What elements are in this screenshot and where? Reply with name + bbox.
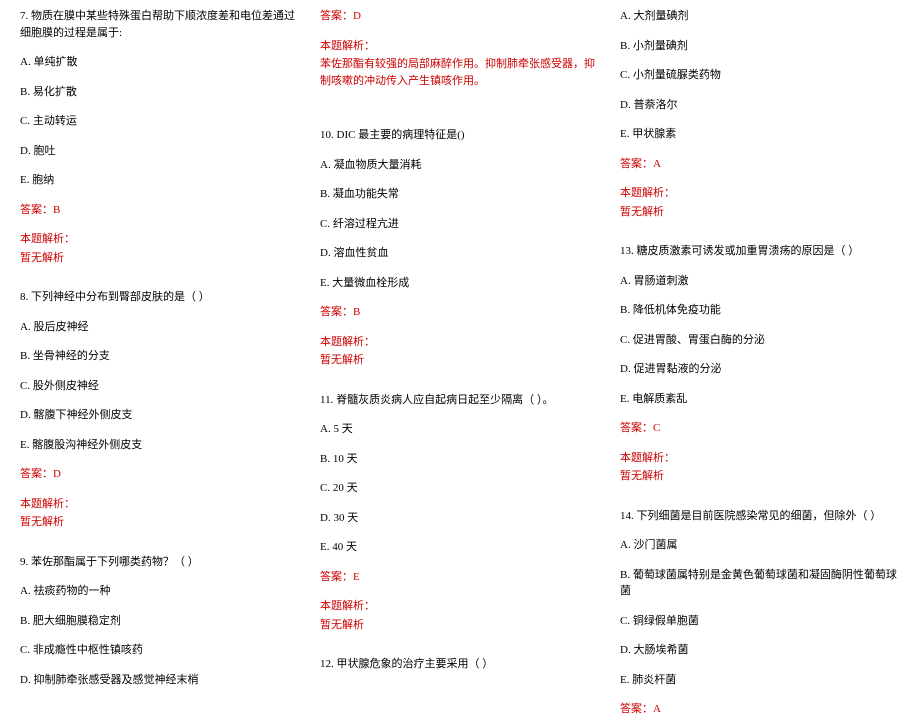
q13-analysis: 本题解析： [620, 450, 900, 467]
q9-analysis: 本题解析： [320, 38, 600, 55]
q8-option-d: D. 髂腹下神经外侧皮支 [20, 407, 300, 424]
q9-option-b: B. 肥大细胞膜稳定剂 [20, 613, 300, 630]
q9-option-c: C. 非成瘾性中枢性镇咳药 [20, 642, 300, 659]
q8-analysis: 本题解析： [20, 496, 300, 513]
q10-option-e: E. 大量微血栓形成 [320, 275, 600, 292]
q14-option-a: A. 沙门菌属 [620, 537, 900, 554]
q11-analysis: 本题解析： [320, 598, 600, 615]
q8-option-b: B. 坐骨神经的分支 [20, 348, 300, 365]
q11-option-a: A. 5 天 [320, 421, 600, 438]
q11-option-c: C. 20 天 [320, 480, 600, 497]
q13-option-c: C. 促进胃酸、胃蛋白酶的分泌 [620, 332, 900, 349]
q14-option-e: E. 肺炎杆菌 [620, 672, 900, 689]
q12-answer: 答案：A [620, 156, 900, 173]
q10-option-a: A. 凝血物质大量消耗 [320, 157, 600, 174]
q12-option-b: B. 小剂量碘剂 [620, 38, 900, 55]
q7-analysis-text: 暂无解析 [20, 250, 300, 267]
q11-option-d: D. 30 天 [320, 510, 600, 527]
q13-option-b: B. 降低机体免疫功能 [620, 302, 900, 319]
q13-stem: 13. 糖皮质激素可诱发或加重胃溃疡的原因是（ ） [620, 243, 900, 260]
q7-option-a: A. 单纯扩散 [20, 54, 300, 71]
q12-option-c: C. 小剂量硫脲类药物 [620, 67, 900, 84]
q11-analysis-text: 暂无解析 [320, 617, 600, 634]
q12-analysis-text: 暂无解析 [620, 204, 900, 221]
q8-analysis-text: 暂无解析 [20, 514, 300, 531]
q14-option-d: D. 大肠埃希菌 [620, 642, 900, 659]
q7-option-d: D. 胞吐 [20, 143, 300, 160]
q11-answer: 答案：E [320, 569, 600, 586]
q8-option-e: E. 髂腹股沟神经外侧皮支 [20, 437, 300, 454]
q11-stem: 11. 脊髓灰质炎病人应自起病日起至少隔离（ ）。 [320, 392, 600, 409]
q13-option-d: D. 促进胃黏液的分泌 [620, 361, 900, 378]
q13-option-e: E. 电解质紊乱 [620, 391, 900, 408]
q10-analysis: 本题解析： [320, 334, 600, 351]
q9-analysis-text: 苯佐那酯有较强的局部麻醉作用。抑制肺牵张感受器，抑制咳嗽的冲动传入产生镇咳作用。 [320, 56, 600, 89]
q12-stem: 12. 甲状腺危象的治疗主要采用（ ） [320, 656, 600, 673]
q8-option-a: A. 股后皮神经 [20, 319, 300, 336]
q9-answer: 答案：D [320, 8, 600, 25]
q10-option-c: C. 纤溶过程亢进 [320, 216, 600, 233]
q8-answer: 答案：D [20, 466, 300, 483]
q7-option-e: E. 胞纳 [20, 172, 300, 189]
q13-answer: 答案：C [620, 420, 900, 437]
q14-answer: 答案：A [620, 701, 900, 718]
q12-analysis: 本题解析： [620, 185, 900, 202]
q8-stem: 8. 下列神经中分布到臀部皮肤的是（ ） [20, 289, 300, 306]
q9-option-a: A. 祛痰药物的一种 [20, 583, 300, 600]
q10-answer: 答案：B [320, 304, 600, 321]
q14-stem: 14. 下列细菌是目前医院感染常见的细菌，但除外（ ） [620, 508, 900, 525]
q7-answer: 答案：B [20, 202, 300, 219]
q13-option-a: A. 胃肠道刺激 [620, 273, 900, 290]
q10-option-b: B. 凝血功能失常 [320, 186, 600, 203]
q10-option-d: D. 溶血性贫血 [320, 245, 600, 262]
q13-analysis-text: 暂无解析 [620, 468, 900, 485]
q7-option-b: B. 易化扩散 [20, 84, 300, 101]
q7-stem: 7. 物质在膜中某些特殊蛋白帮助下顺浓度差和电位差通过细胞膜的过程是属于: [20, 8, 300, 41]
q11-option-b: B. 10 天 [320, 451, 600, 468]
q14-option-b: B. 葡萄球菌属特别是金黄色葡萄球菌和凝固酶阴性葡萄球菌 [620, 567, 900, 600]
q7-option-c: C. 主动转运 [20, 113, 300, 130]
q11-option-e: E. 40 天 [320, 539, 600, 556]
q14-option-c: C. 铜绿假单胞菌 [620, 613, 900, 630]
q8-option-c: C. 股外侧皮神经 [20, 378, 300, 395]
q10-stem: 10. DIC 最主要的病理特征是() [320, 127, 600, 144]
q10-analysis-text: 暂无解析 [320, 352, 600, 369]
q9-stem: 9. 苯佐那酯属于下列哪类药物？（ ） [20, 554, 300, 571]
q7-analysis: 本题解析： [20, 231, 300, 248]
q9-option-d: D. 抑制肺牵张感受器及感觉神经末梢 [20, 672, 300, 689]
q12-option-a: A. 大剂量碘剂 [620, 8, 900, 25]
q12-option-e: E. 甲状腺素 [620, 126, 900, 143]
q12-option-d: D. 普萘洛尔 [620, 97, 900, 114]
